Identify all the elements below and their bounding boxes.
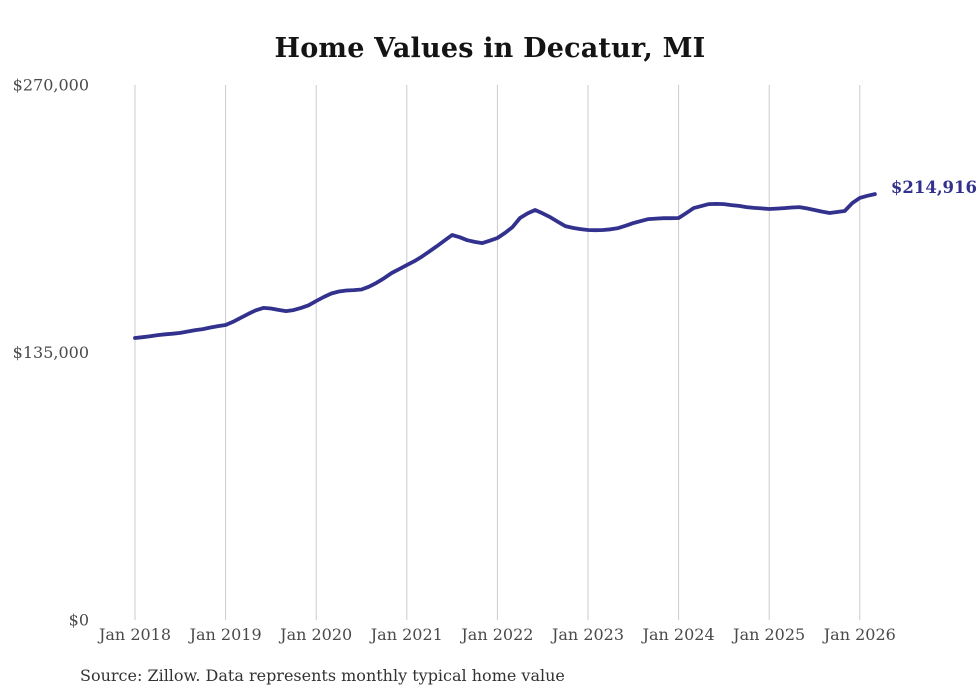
value-line — [133, 192, 877, 340]
x-tick-label: Jan 2024 — [641, 625, 715, 644]
y-tick-label: $135,000 — [13, 343, 89, 362]
x-tick-label: Jan 2025 — [731, 625, 805, 644]
x-tick-label: Jan 2018 — [97, 625, 171, 644]
x-tick-label: Jan 2026 — [822, 625, 896, 644]
chart-title: Home Values in Decatur, MI — [274, 33, 706, 64]
latest-value-label: $214,916 — [891, 178, 977, 197]
source-note: Source: Zillow. Data represents monthly … — [80, 666, 565, 685]
x-tick-label: Jan 2019 — [188, 625, 262, 644]
x-tick-label: Jan 2020 — [278, 625, 352, 644]
x-tick-label: Jan 2023 — [550, 625, 624, 644]
x-tick-label: Jan 2021 — [369, 625, 443, 644]
y-tick-label: $270,000 — [13, 76, 89, 95]
x-tick-label: Jan 2022 — [459, 625, 533, 644]
y-tick-label: $0 — [69, 611, 89, 630]
